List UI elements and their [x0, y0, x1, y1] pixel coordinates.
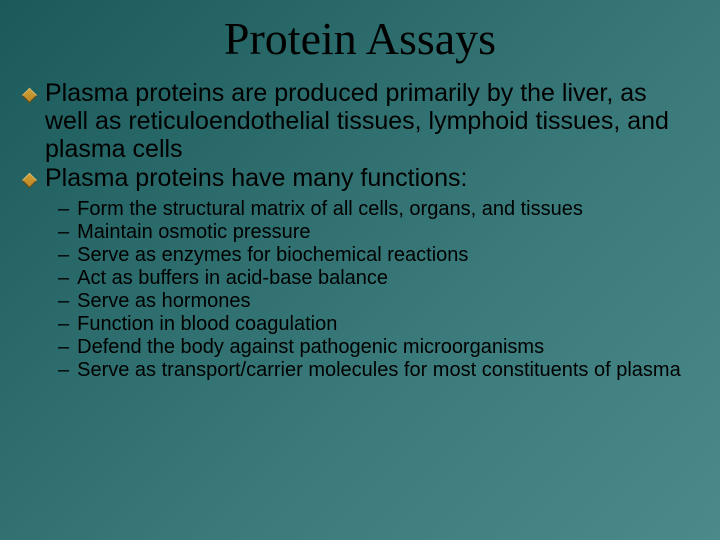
dash-icon: – — [58, 290, 69, 313]
slide-content: Plasma proteins are produced primarily b… — [20, 79, 700, 382]
sub-bullet-text: Serve as transport/carrier molecules for… — [77, 359, 681, 382]
bullet-text: Plasma proteins are produced primarily b… — [45, 79, 696, 163]
dash-icon: – — [58, 313, 69, 336]
sub-bullet-item: – Form the structural matrix of all cell… — [58, 198, 696, 221]
sub-bullet-item: – Serve as transport/carrier molecules f… — [58, 359, 696, 382]
dash-icon: – — [58, 267, 69, 290]
sub-bullet-item: – Defend the body against pathogenic mic… — [58, 336, 696, 359]
dash-icon: – — [58, 336, 69, 359]
diamond-icon — [22, 173, 38, 189]
sub-bullet-list: – Form the structural matrix of all cell… — [24, 198, 696, 382]
sub-bullet-text: Function in blood coagulation — [77, 313, 337, 336]
bullet-text: Plasma proteins have many functions: — [45, 164, 467, 192]
sub-bullet-item: – Serve as enzymes for biochemical react… — [58, 244, 696, 267]
sub-bullet-item: – Act as buffers in acid-base balance — [58, 267, 696, 290]
sub-bullet-item: – Function in blood coagulation — [58, 313, 696, 336]
sub-bullet-text: Defend the body against pathogenic micro… — [77, 336, 544, 359]
sub-bullet-text: Form the structural matrix of all cells,… — [77, 198, 583, 221]
sub-bullet-text: Serve as hormones — [77, 290, 250, 313]
dash-icon: – — [58, 244, 69, 267]
bullet-item: Plasma proteins are produced primarily b… — [24, 79, 696, 163]
sub-bullet-text: Maintain osmotic pressure — [77, 221, 310, 244]
dash-icon: – — [58, 198, 69, 221]
dash-icon: – — [58, 359, 69, 382]
bullet-item: Plasma proteins have many functions: — [24, 164, 696, 192]
sub-bullet-item: – Maintain osmotic pressure — [58, 221, 696, 244]
sub-bullet-text: Act as buffers in acid-base balance — [77, 267, 388, 290]
slide-title: Protein Assays — [20, 12, 700, 65]
dash-icon: – — [58, 221, 69, 244]
sub-bullet-text: Serve as enzymes for biochemical reactio… — [77, 244, 468, 267]
diamond-icon — [22, 88, 38, 104]
sub-bullet-item: – Serve as hormones — [58, 290, 696, 313]
